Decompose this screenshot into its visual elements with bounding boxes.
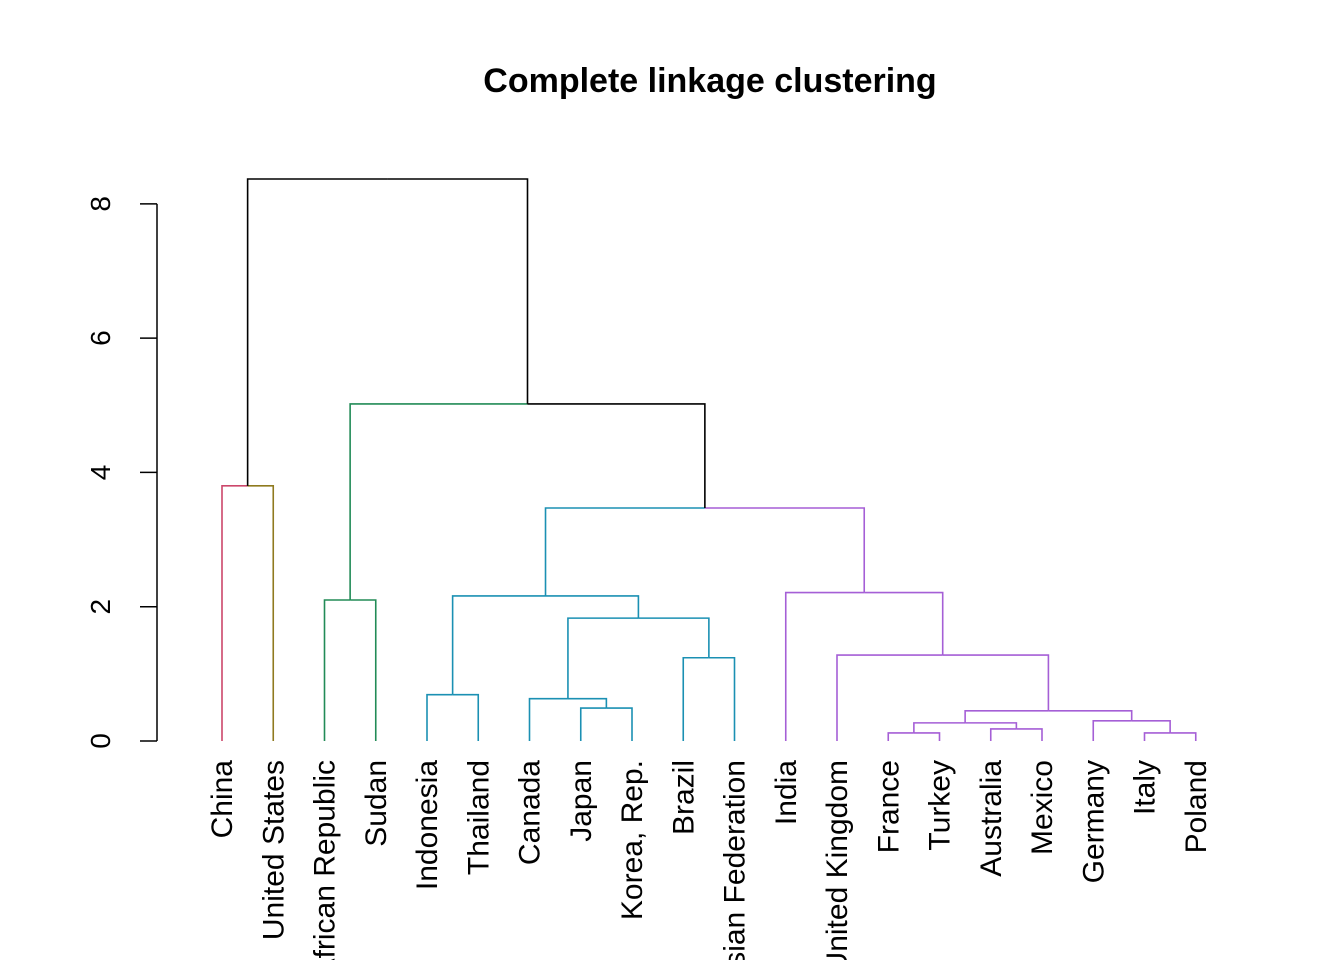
leaf-label: Turkey xyxy=(924,760,957,851)
leaf-branch xyxy=(528,697,568,741)
leaf-branch xyxy=(1170,732,1197,741)
leaf-branch xyxy=(579,707,607,741)
leaf-label: Russian Federation xyxy=(719,760,752,960)
leaf-label: Canada xyxy=(514,760,547,865)
leaf-branch xyxy=(1092,720,1132,741)
y-tick-label: 6 xyxy=(85,330,116,346)
leaf-label: Indonesia xyxy=(411,760,444,890)
leaf-label: India xyxy=(770,760,803,825)
cluster-branch xyxy=(387,178,529,404)
leaf-label: United Kingdom xyxy=(821,760,854,960)
leaf-branch xyxy=(784,591,865,741)
leaf-branch xyxy=(1016,728,1043,741)
cluster-branch xyxy=(1048,709,1133,721)
cluster-branch xyxy=(965,722,1018,729)
leaf-branch xyxy=(323,599,351,741)
leaf-branch xyxy=(913,732,941,741)
leaf-label: Japan xyxy=(565,760,598,842)
leaf-branch xyxy=(708,656,736,741)
leaf-branch xyxy=(1143,732,1171,741)
leaf-label: Thailand xyxy=(462,760,495,875)
cluster-branch xyxy=(451,595,546,695)
leaf-branch xyxy=(606,707,633,741)
cluster-branch xyxy=(527,403,706,509)
leaf-label: China xyxy=(206,760,239,839)
chart-title: Complete linkage clustering xyxy=(483,62,936,100)
cluster-branch xyxy=(246,178,388,486)
leaf-label: France xyxy=(872,760,905,853)
leaf-branch xyxy=(836,654,943,741)
cluster-branch xyxy=(1131,720,1171,733)
cluster-branch xyxy=(544,507,705,596)
leaf-label: Mexico xyxy=(1026,760,1059,855)
leaf-branch xyxy=(452,693,480,741)
y-tick-label: 8 xyxy=(85,196,116,212)
leaf-label: Brazil xyxy=(667,760,700,835)
leaf-branch xyxy=(426,693,453,741)
leaf-branch xyxy=(887,732,914,741)
leaf-label: Australia xyxy=(975,760,1008,877)
cluster-branch xyxy=(567,697,608,709)
leaf-label: Germany xyxy=(1077,760,1110,883)
leaf-label: Poland xyxy=(1180,760,1213,853)
cluster-branch xyxy=(913,722,966,733)
leaf-label: Sudan xyxy=(360,760,393,847)
leaf-branch xyxy=(989,728,1017,741)
leaf-branch xyxy=(350,599,377,741)
cluster-branch xyxy=(638,617,710,658)
cluster-branch xyxy=(704,507,866,593)
leaf-label: United States xyxy=(257,760,290,940)
cluster-branch xyxy=(964,709,1049,723)
leaf-label: Italy xyxy=(1129,760,1162,815)
y-tick-label: 2 xyxy=(85,599,116,615)
leaf-branch xyxy=(247,485,275,741)
leaf-branch xyxy=(682,656,709,741)
leaf-branch xyxy=(221,485,248,741)
cluster-branch xyxy=(349,403,528,600)
y-tick-label: 0 xyxy=(85,733,116,749)
cluster-branch xyxy=(567,617,639,699)
cluster-branch xyxy=(545,595,640,619)
y-tick-label: 4 xyxy=(85,465,116,481)
leaf-label: Central African Republic xyxy=(309,760,342,960)
cluster-branch xyxy=(864,591,944,656)
leaf-label: Korea, Rep. xyxy=(616,760,649,920)
cluster-branch xyxy=(942,654,1050,711)
